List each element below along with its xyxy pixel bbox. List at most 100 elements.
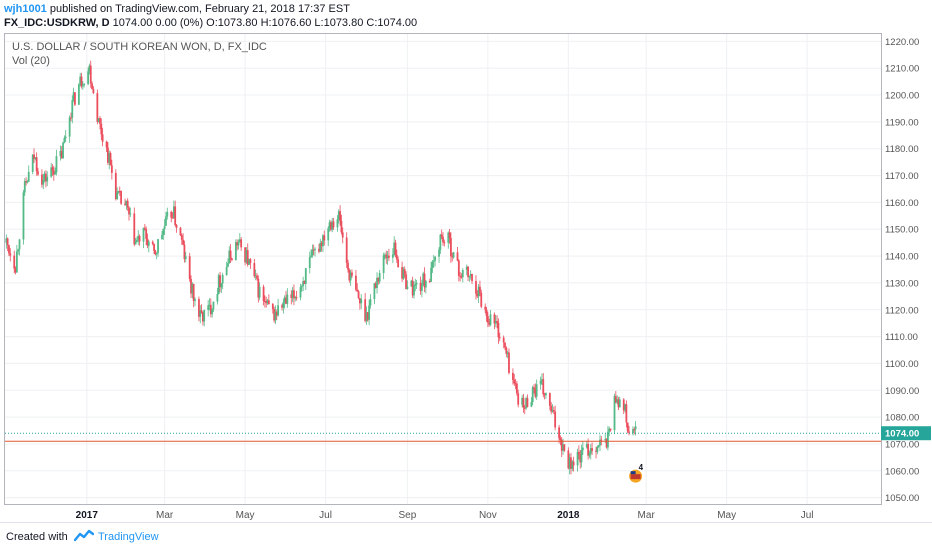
chart-area[interactable] [4,33,882,505]
candle-body [579,454,582,463]
candle-body [525,398,528,409]
candle-body [303,281,306,284]
y-tick-label: 1180.00 [885,144,919,155]
candle-body [382,255,385,274]
candle-body [457,260,460,276]
candle-body [114,172,117,200]
candle-body [600,439,603,441]
last-price-tag [881,426,931,441]
candle-body [161,234,163,240]
flag-canton-icon [630,471,636,475]
candle-body [605,439,608,448]
candle-body [469,273,472,277]
candle-body [179,227,182,236]
candle-body [254,275,257,277]
candle-body [413,285,415,296]
candle-body [622,399,625,411]
candle-body [246,250,249,265]
x-tick-label: May [236,510,255,521]
candle-body [248,259,250,265]
candle-body [562,444,564,451]
candle-body [434,256,436,261]
candle-body [71,100,74,118]
candle-body [366,312,369,320]
candle-body [295,297,298,299]
candle-body [266,300,269,304]
candle-body [341,232,344,238]
candle-body [302,281,305,286]
candle-body [46,176,49,182]
candle-body [107,147,109,163]
candle-body [388,255,390,258]
candle-body [397,259,400,268]
candlestick-chart[interactable]: 1050.00 1060.00 1070.00 1080.00 1090.00 1100.… [0,0,932,522]
candle-body [568,457,571,469]
candle-body [486,315,489,323]
candle-body [225,266,228,276]
x-tick-label: Jul [801,510,814,521]
candle-body [83,84,86,86]
candle-body [285,297,287,304]
candle-body [109,153,112,166]
candle-body [378,273,381,282]
candle-body [92,89,95,94]
symbol-label: FX_IDC:USDKRW, D [4,17,110,29]
candle-body [174,206,177,225]
candle-body [180,235,183,240]
candle-body [548,393,551,406]
author-name[interactable]: wjh1001 [4,3,47,15]
candle-body [391,254,394,258]
tradingview-brand[interactable]: TradingView [98,531,159,543]
candle-body [192,283,195,301]
candle-body [34,157,37,159]
candle-body [385,254,388,259]
candle-body [41,174,43,185]
x-tick-label: 2017 [76,510,99,521]
candle-body [116,192,119,200]
candle-body [336,219,339,228]
x-tick-label: Sep [398,510,416,521]
candle-body [461,269,464,278]
candle-body [633,429,636,431]
candle-body [55,156,58,173]
candle-body [580,450,583,463]
candle-body [101,134,104,142]
candle-body [533,387,535,389]
candle-body [364,299,367,321]
candle-body [89,65,92,84]
candle-body [208,304,211,306]
quote-line: FX_IDC:USDKRW, D 1074.00 0.00 (0%) O:107… [4,17,417,29]
candle-body [424,281,427,288]
candle-body [262,286,265,301]
candle-body [245,250,248,263]
candle-body [577,451,580,455]
candle-body [634,426,637,430]
candle-body [170,211,173,218]
flag-icon [630,474,641,480]
candle-body [26,181,29,183]
candle-body [157,239,159,253]
candle-body [558,427,560,439]
candle-body [227,263,229,267]
candle-body [512,372,514,380]
y-tick-label: 1170.00 [885,171,919,182]
candle-body [357,291,360,299]
candle-body [283,297,286,303]
candle-body [147,241,150,246]
candle-body [443,242,446,244]
volume-indicator-label[interactable]: Vol (20) [12,55,50,67]
candle-body [494,321,497,324]
candle-body [526,398,529,407]
candle-body [498,337,501,339]
candle-body [128,207,130,215]
candle-body [376,277,378,289]
candle-body [410,280,413,287]
candle-body [340,220,343,233]
candle-body [508,352,510,373]
candle-body [27,171,30,182]
candle-body [229,250,232,259]
candle-body [456,252,459,261]
candle-body [550,405,553,412]
x-tick-label: May [717,510,736,521]
candle-body [329,222,332,230]
